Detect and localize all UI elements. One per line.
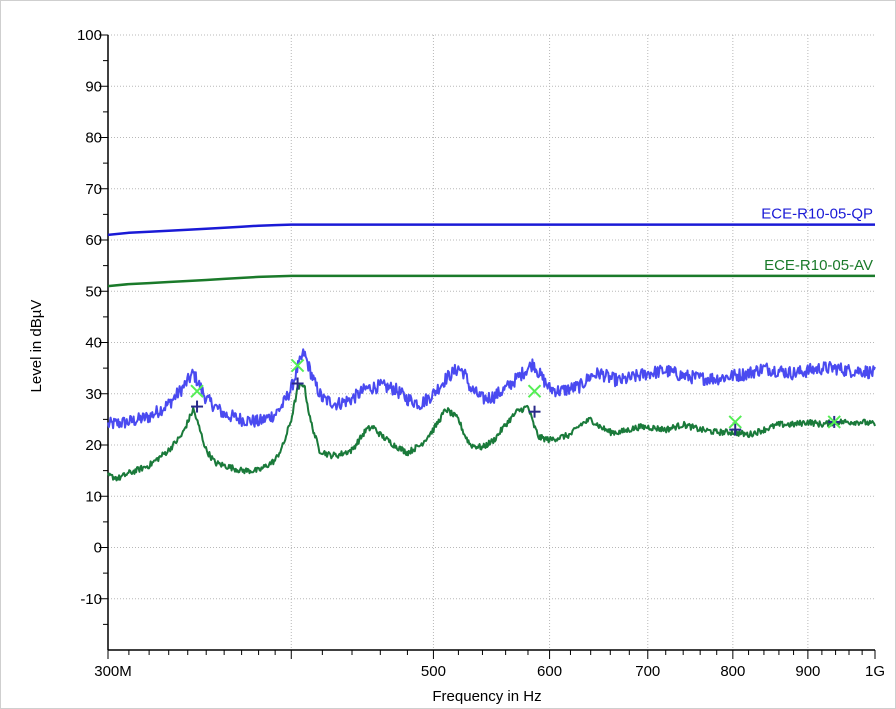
y-tick-label: 50 <box>85 283 102 300</box>
grid <box>108 35 875 650</box>
x-tick-label: 300M <box>94 663 132 680</box>
x-tick-label: 900 <box>795 663 820 680</box>
y-tick-label: 30 <box>85 386 102 403</box>
y-tick-label: 90 <box>85 78 102 95</box>
x-tick-label: 1G <box>865 663 885 680</box>
x-tick-label: 600 <box>537 663 562 680</box>
axes <box>99 35 875 659</box>
x-tick-label: 800 <box>720 663 745 680</box>
limit-line-label: ECE-R10-05-AV <box>764 257 873 274</box>
plus-marker <box>529 406 541 418</box>
y-tick-label: -10 <box>80 591 102 608</box>
y-tick-label: 0 <box>94 540 102 557</box>
limit-line-label: ECE-R10-05-QP <box>761 206 873 223</box>
y-tick-label: 70 <box>85 181 102 198</box>
x-tick-label: 500 <box>421 663 446 680</box>
y-axis-title: Level in dBµV <box>28 300 45 393</box>
y-tick-label: 100 <box>77 27 102 44</box>
measurement-traces <box>108 349 875 480</box>
limit-lines <box>108 225 875 287</box>
y-tick-label: 20 <box>85 437 102 454</box>
cross-marker <box>529 385 541 397</box>
x-axis-title: Frequency in Hz <box>432 688 541 705</box>
y-tick-label: 80 <box>85 130 102 147</box>
limit-line <box>108 276 875 286</box>
y-tick-label: 10 <box>85 488 102 505</box>
limit-line <box>108 225 875 235</box>
y-tick-label: 40 <box>85 335 102 352</box>
x-tick-label: 700 <box>635 663 660 680</box>
measurement-trace <box>108 349 875 428</box>
y-tick-label: 60 <box>85 232 102 249</box>
